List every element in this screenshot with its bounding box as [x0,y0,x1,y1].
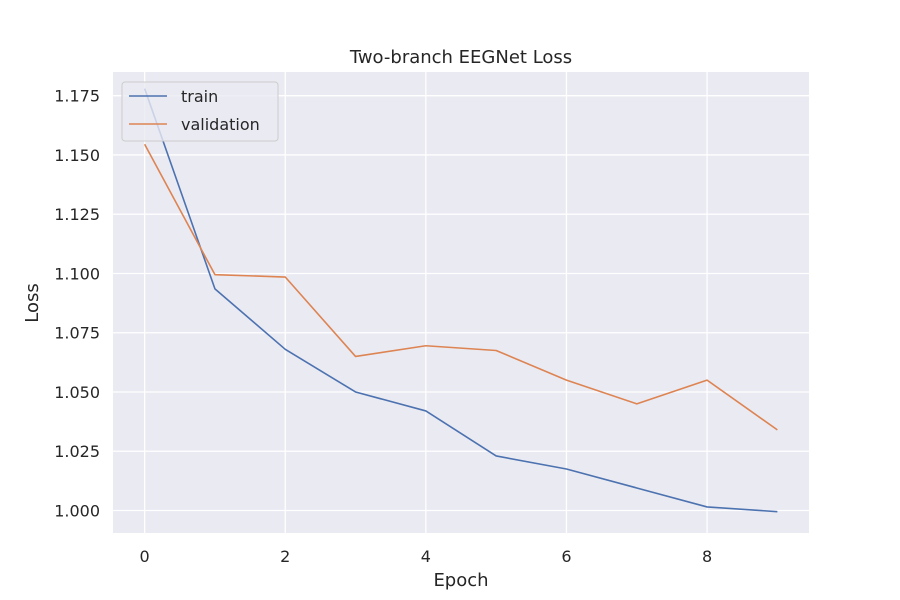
x-tick-label: 8 [702,547,712,566]
x-tick-label: 0 [140,547,150,566]
y-tick-label: 1.025 [54,442,100,461]
x-tick-label: 4 [421,547,431,566]
y-tick-label: 1.000 [54,501,100,520]
series-line-validation [143,143,778,431]
legend: train validation [121,81,279,142]
y-tick-label: 1.175 [54,87,100,106]
chart-title: Two-branch EEGNet Loss [349,47,572,68]
y-axis-label: Loss [22,283,43,322]
y-tick-label: 1.150 [54,146,100,165]
y-tick-label: 1.075 [54,324,100,343]
y-tick-label: 1.050 [54,383,100,402]
tick-labels: 0 2 4 6 8 1.000 1.025 1.050 1.075 1.100 1.125 1.150… [54,87,712,566]
series-line-train [143,88,778,513]
y-tick-label: 1.125 [54,205,100,224]
y-tick-label: 1.100 [54,264,100,283]
series-lines [143,88,778,513]
x-tick-label: 6 [561,547,571,566]
x-axis-label: Epoch [433,570,488,591]
plot-area [113,72,809,533]
legend-label-train: train [181,87,218,106]
x-tick-label: 2 [280,547,290,566]
legend-label-validation: validation [181,115,260,134]
